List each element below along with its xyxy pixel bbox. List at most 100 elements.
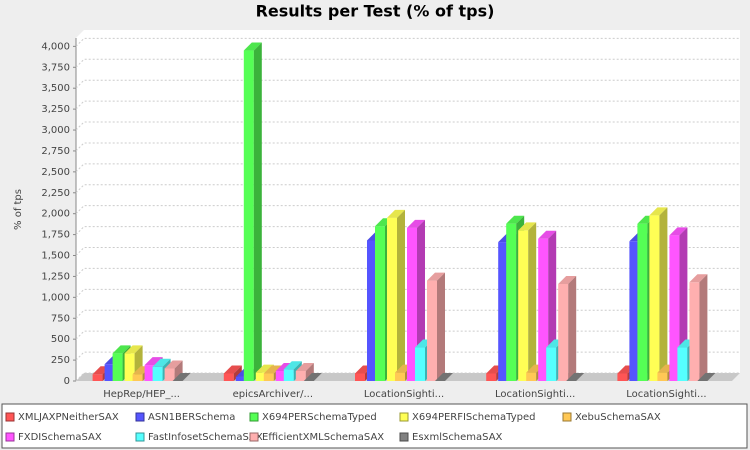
bar-top: [689, 274, 708, 283]
grid-line: [75, 37, 740, 47]
legend-label: X694PERFISchemaTyped: [412, 412, 535, 423]
bar: [387, 209, 405, 381]
y-tick-label: 2,250: [41, 188, 70, 199]
bar: [689, 274, 708, 381]
bar-front: [132, 374, 143, 381]
bar: [558, 275, 577, 381]
legend-swatch: [562, 412, 572, 422]
legend-swatch: [399, 432, 409, 442]
bar-front: [498, 242, 509, 381]
bar-side: [174, 360, 183, 381]
bar-front: [526, 372, 537, 381]
bar-front: [677, 347, 688, 381]
y-tick-label: 250: [51, 355, 70, 366]
bar-front: [124, 353, 135, 381]
x-tick-label: LocationSighti...: [364, 389, 444, 400]
bar-front: [395, 372, 405, 381]
bar: [566, 373, 585, 381]
bar: [427, 272, 445, 381]
bar-top: [407, 219, 425, 228]
bar-front: [415, 347, 425, 381]
bar: [164, 360, 183, 381]
legend-label: FXDISchemaSAX: [18, 432, 102, 443]
legend-label: EsxmlSchemaSAX: [412, 432, 503, 443]
bar-top: [172, 373, 191, 381]
legend-swatch: [5, 412, 15, 422]
bar-top: [558, 275, 577, 284]
legend-swatch: [249, 412, 259, 422]
grid-line: [75, 184, 740, 194]
bar-top: [295, 362, 314, 371]
bar-front: [486, 373, 497, 381]
grid-line: [75, 100, 740, 110]
bar-front: [235, 376, 246, 381]
bar-top: [435, 373, 453, 381]
bar-top: [518, 222, 537, 231]
bar-front: [637, 223, 648, 381]
bar-front: [407, 227, 417, 381]
bar-front: [295, 370, 306, 381]
grid-line: [75, 163, 740, 173]
grid-line: [75, 205, 740, 215]
bar-top: [697, 373, 716, 381]
bar-front: [152, 366, 163, 381]
bar-top: [243, 42, 262, 51]
bar: [295, 362, 314, 381]
bar-front: [649, 215, 660, 381]
y-tick-label: 1,750: [41, 230, 70, 241]
bar-front: [538, 238, 549, 381]
bar-front: [92, 374, 103, 381]
bar-front: [104, 364, 115, 381]
bar-top: [112, 345, 131, 354]
legend-label: EfficientXMLSchemaSAX: [262, 432, 384, 443]
bar-front: [164, 368, 175, 381]
legend-label: XMLJAXPNeitherSAX: [18, 412, 119, 423]
bar-top: [649, 207, 668, 216]
bar-top: [283, 361, 302, 370]
x-tick-label: LocationSighti...: [495, 389, 575, 400]
bar-front: [112, 353, 123, 381]
bar-front: [629, 241, 640, 381]
bar-top: [164, 360, 183, 369]
bar-top: [223, 365, 242, 374]
y-tick-label: 2,000: [41, 209, 70, 220]
bar-front: [546, 347, 557, 381]
y-tick-label: 2,750: [41, 146, 70, 157]
bar-side: [305, 362, 314, 381]
bar-side: [568, 275, 577, 381]
grid-line: [75, 58, 740, 68]
bar-front: [263, 373, 274, 381]
x-tick-label: LocationSighti...: [626, 389, 706, 400]
grid-line: [75, 121, 740, 131]
legend-label: ASN1BERSchema: [148, 412, 235, 423]
bar-top: [124, 345, 143, 354]
grid-line: [75, 79, 740, 89]
bar-front: [689, 282, 700, 381]
y-tick-label: 0: [64, 376, 70, 387]
y-tick-label: 2,500: [41, 167, 70, 178]
bar-top: [255, 364, 274, 373]
bar-top: [669, 227, 688, 236]
y-tick-label: 3,000: [41, 125, 70, 136]
bar: [303, 373, 322, 381]
bar-side: [253, 42, 262, 382]
y-tick-label: 750: [51, 313, 70, 324]
x-tick-label: HepRep/HEP_...: [103, 389, 180, 400]
bar-front: [617, 373, 628, 381]
y-tick-label: 500: [51, 334, 70, 345]
bar-front: [355, 373, 365, 381]
bar-front: [283, 369, 294, 381]
bar-side: [659, 207, 668, 381]
y-tick-label: 3,500: [41, 83, 70, 94]
x-tick-label: epicsArchiver/...: [233, 389, 313, 400]
bar: [435, 373, 453, 381]
bar-top: [566, 373, 585, 381]
bar-side: [528, 222, 537, 381]
y-tick-label: 1,500: [41, 251, 70, 262]
y-tick-label: 3,250: [41, 104, 70, 115]
bar-front: [243, 50, 254, 382]
bar-top: [152, 358, 171, 367]
legend-swatch: [5, 432, 15, 442]
bar: [243, 42, 262, 382]
